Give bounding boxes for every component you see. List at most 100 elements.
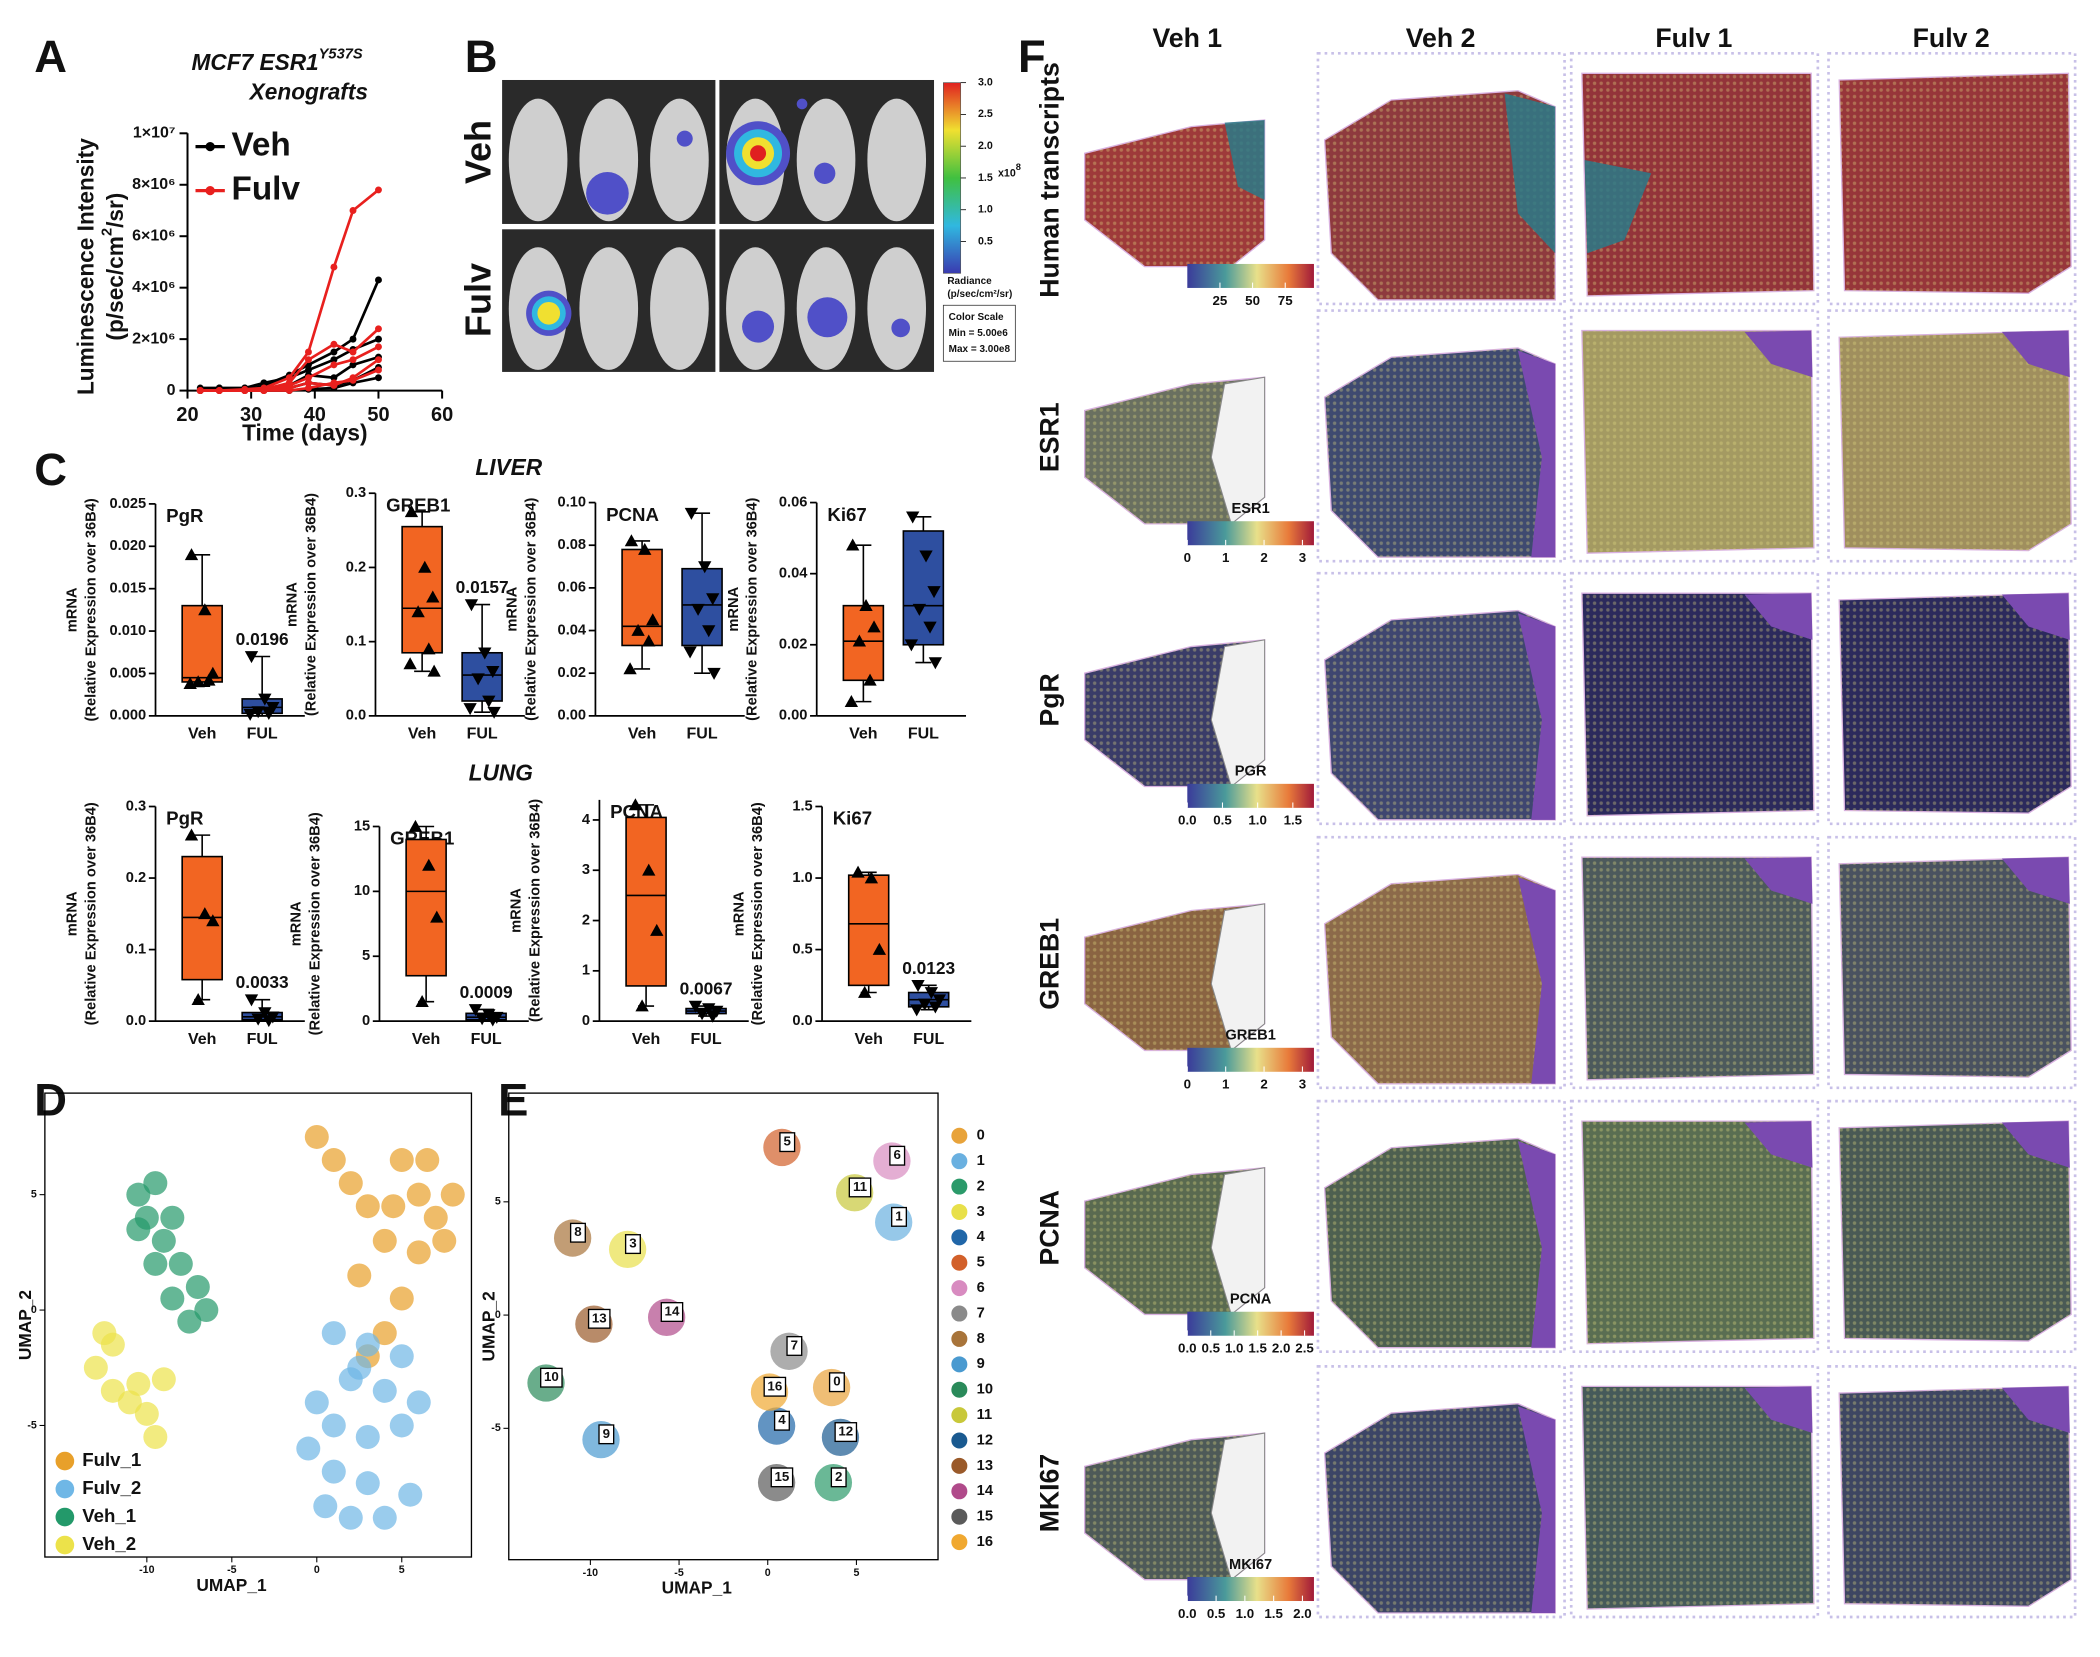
tissue-patch [1584,159,1652,254]
point [349,361,357,369]
row-label: Fulv [457,263,498,337]
cluster-label-box [770,1467,794,1488]
colorbar-title: PCNA [1230,1292,1272,1308]
legend-label: 0 [977,1128,985,1144]
legend-label: 12 [977,1432,993,1448]
legend-label: 14 [977,1483,994,1499]
section-frame [1827,1365,2077,1619]
colorbar-tick-label: 2.0 [1293,1606,1312,1621]
y-tick-label: 0.3 [346,485,366,501]
point [143,1171,168,1196]
point [411,605,425,618]
legend-swatch [55,1507,75,1527]
colorbar [943,82,962,274]
x-tick-label: Veh [628,726,656,743]
tissue-texture [1581,593,1814,816]
point [321,1321,346,1346]
point [375,186,382,194]
point [415,1148,440,1173]
scale-box [942,304,1016,362]
point [924,987,939,1000]
point [304,379,312,387]
y-axis-label: mRNA [285,582,301,627]
cluster-label: 15 [775,1469,790,1484]
colorbar-tick-label: 25 [1213,293,1228,308]
y-axis-label: mRNA [505,586,521,631]
chart-title: PCNA [606,504,659,525]
point [262,707,276,720]
y-tick-label: 0.015 [109,581,146,597]
vessel [1517,1406,1556,1614]
legend-label: Veh [231,126,290,163]
colorbar-tick-label: 2.5 [1295,1341,1314,1356]
cluster-label-box [828,1372,845,1393]
point [330,356,338,364]
legend-swatch [951,1508,968,1525]
colorbar-tick-label: 3.0 [978,76,993,88]
point [313,1494,338,1519]
point [858,985,872,998]
tissue-texture [1084,119,1265,267]
cluster-label-box [660,1302,684,1323]
point [468,1004,483,1017]
point [919,550,933,563]
point [372,1321,397,1346]
point [406,1240,431,1265]
row-label: GREB1 [1034,918,1064,1010]
x-tick-label: -5 [674,1567,684,1579]
chart-title: GREB1 [386,494,450,515]
y-tick-label: 5 [362,948,370,964]
x-tick-label: Veh [412,1031,440,1048]
y-tick-label: 0.020 [109,538,146,554]
y-tick-label: 6×10⁶ [132,227,175,244]
point [635,999,649,1012]
point [151,1367,176,1392]
y-tick-label: 0.025 [109,496,146,512]
legend-label: Fulv_1 [82,1449,141,1470]
y-axis-label-part: /sr) [102,193,128,228]
tissue-texture [1839,857,2072,1078]
point [389,1286,414,1311]
legend-swatch [951,1254,968,1271]
y-tick-label: 4 [582,812,591,828]
x-tick-label: 0 [765,1567,771,1579]
cluster-label-box [786,1335,803,1356]
section-label: LUNG [469,759,533,785]
colorbar-tick-label: 1.0 [1248,813,1267,828]
y-axis-label: UMAP_2 [15,1290,35,1360]
point [117,1390,142,1415]
y-tick-label: 0 [362,1013,370,1029]
cluster-label-box [763,1376,787,1397]
mouse [508,98,568,222]
x-tick-label: 20 [176,404,198,426]
point [846,538,860,551]
point [911,980,925,993]
y-tick-label: 0.06 [558,580,587,596]
x-tick-label: Veh [632,1031,660,1048]
y-axis-label: mRNA [726,586,742,631]
point [440,1182,465,1207]
vessel [2001,1121,2070,1168]
point [304,374,312,382]
x-tick-label: FUL [691,1031,722,1048]
point [859,598,873,611]
point [398,1482,423,1507]
point [134,1401,159,1426]
vessel [1744,1121,1813,1168]
y-tick-label: 0.04 [558,622,587,638]
y-tick-label: 0 [167,382,176,399]
panel-label: A [34,31,67,82]
point [260,387,268,395]
point [381,1194,406,1219]
annotation: 0.0196 [236,629,289,649]
x-tick-label: Veh [408,726,436,743]
point [215,387,223,395]
point [688,1000,703,1013]
x-tick-label: FUL [908,726,939,743]
x-axis-label: UMAP_1 [662,1578,733,1598]
y-axis-label: mRNA [65,587,81,632]
point [872,942,887,955]
point [423,1205,448,1230]
point [698,561,712,574]
point [244,994,259,1007]
